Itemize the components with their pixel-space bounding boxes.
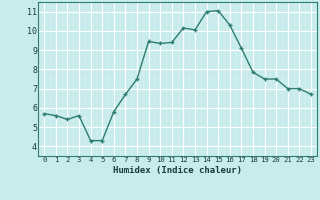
X-axis label: Humidex (Indice chaleur): Humidex (Indice chaleur): [113, 166, 242, 175]
